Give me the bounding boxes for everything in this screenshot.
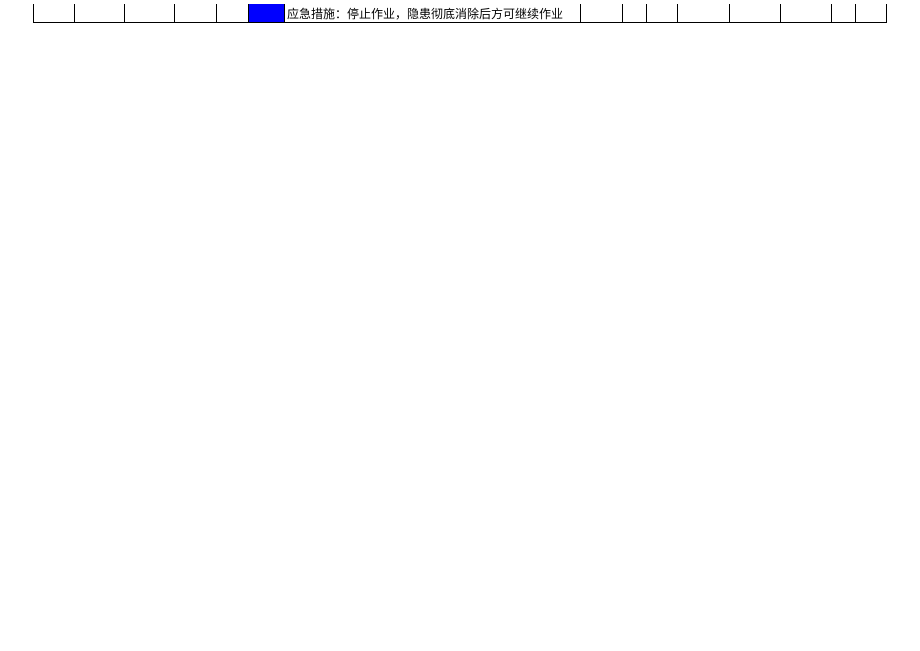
cell-3 (175, 4, 217, 23)
text-content-cell: 应急措施：停止作业，隐患彻底消除后方可继续作业 (285, 4, 581, 23)
cell-9 (647, 4, 678, 23)
cell-10 (678, 4, 730, 23)
cell-0 (33, 4, 75, 23)
cell-2 (125, 4, 175, 23)
cell-8 (623, 4, 647, 23)
cell-11 (730, 4, 781, 23)
cell-1 (75, 4, 125, 23)
cell-14 (856, 4, 887, 23)
table-row-container: 应急措施：停止作业，隐患彻底消除后方可继续作业 (33, 4, 887, 23)
cell-13 (832, 4, 856, 23)
cell-12 (781, 4, 832, 23)
cell-7 (581, 4, 623, 23)
emergency-measure-text: 应急措施：停止作业，隐患彻底消除后方可继续作业 (287, 5, 563, 22)
highlighted-cell (249, 4, 285, 23)
table-row: 应急措施：停止作业，隐患彻底消除后方可继续作业 (33, 4, 887, 23)
cell-4 (217, 4, 249, 23)
